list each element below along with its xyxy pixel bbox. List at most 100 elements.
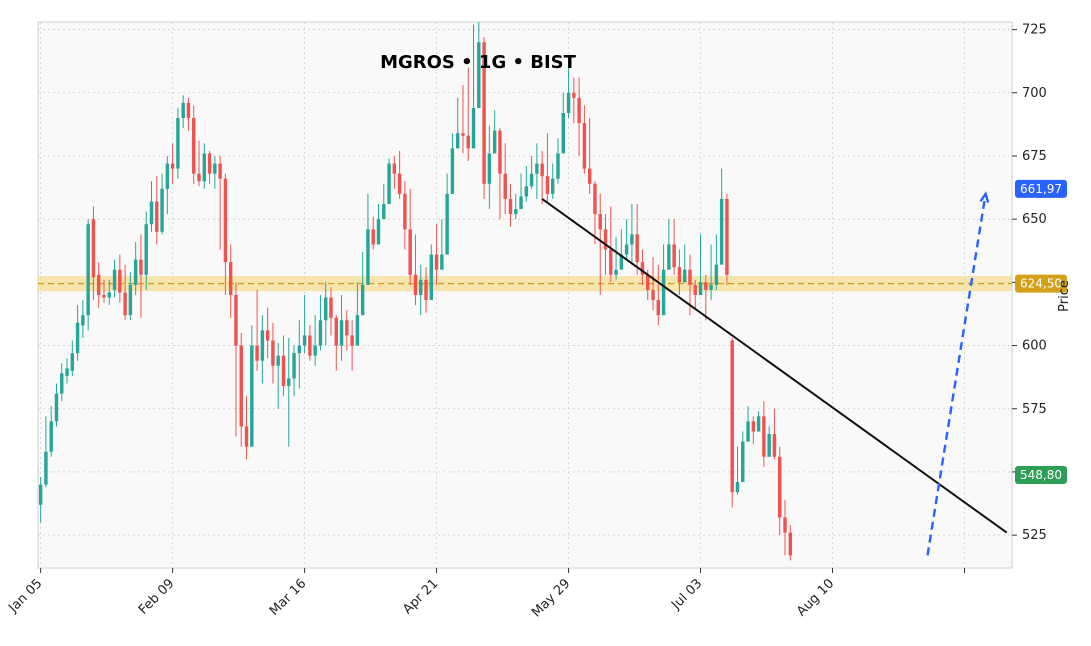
candle-body (376, 219, 381, 245)
candle-body (719, 198, 724, 265)
candle-body (508, 198, 513, 215)
candle-body (176, 118, 180, 169)
y-tick-label: 675 (1022, 149, 1047, 164)
y-tick-label: 725 (1022, 23, 1047, 38)
candle-body (619, 254, 624, 270)
candle-body (292, 353, 296, 379)
price-badge-text: 548,80 (1020, 468, 1062, 482)
candle-body (228, 262, 233, 295)
candle-body (202, 153, 207, 182)
price-badge-text: 624,50 (1020, 277, 1062, 291)
candle-body (429, 254, 434, 301)
candle-body (614, 269, 618, 275)
candle-body (482, 42, 486, 184)
candle-body (355, 315, 360, 346)
candle-body (492, 130, 497, 154)
candle-body (419, 279, 423, 295)
candle-body (339, 320, 344, 346)
candle-body (65, 368, 69, 376)
candle-body (693, 284, 697, 295)
candle-body (545, 176, 550, 194)
candle-body (487, 153, 492, 184)
x-tick-label: Apr 21 (400, 576, 441, 617)
candle-body (281, 355, 286, 386)
chart-title: MGROS • 1G • BIST (380, 52, 577, 73)
price-badge-text: 661,97 (1020, 182, 1062, 196)
candle-body (635, 234, 639, 263)
candle-body (313, 345, 317, 356)
candle-body (609, 249, 613, 275)
y-tick-label: 525 (1022, 528, 1047, 543)
x-tick-label: Feb 09 (136, 576, 178, 618)
candle-body (704, 282, 708, 290)
y-tick-label: 600 (1022, 339, 1047, 354)
annotation-lines (541, 191, 1008, 556)
candle-body (730, 340, 734, 493)
candle-body (741, 441, 745, 483)
y-tick-label: 700 (1022, 86, 1047, 101)
candle-body (86, 224, 90, 316)
candle-body (102, 295, 106, 298)
candle-body (91, 219, 96, 278)
candle-body (170, 163, 175, 169)
candle-body (535, 163, 539, 174)
candle-body (434, 254, 439, 270)
candle-body (667, 244, 671, 270)
candle-body (107, 292, 111, 298)
candle-body (165, 163, 170, 189)
candle-body (329, 297, 333, 318)
projection-arrow-line (926, 193, 987, 556)
candle-body (783, 517, 787, 533)
candle-body (519, 196, 523, 210)
candle-body (498, 130, 502, 174)
candle-body (255, 345, 259, 361)
candle-body (112, 269, 117, 290)
candle-body (524, 186, 529, 197)
price-badge (1015, 465, 1067, 484)
candle-body (75, 322, 80, 354)
support-zone (38, 276, 1012, 292)
candle-body (746, 421, 750, 442)
y-axis-title: Price (1057, 280, 1072, 312)
candle-body (651, 289, 655, 301)
x-tick-label: Jul 03 (668, 576, 705, 613)
candle-body (155, 201, 159, 232)
candle-body (271, 340, 275, 366)
candle-body (767, 434, 771, 457)
candle-body (646, 274, 650, 290)
candle-body (366, 229, 370, 285)
projection-arrow-head (979, 191, 990, 203)
candle-body (698, 282, 703, 295)
candle-body (413, 274, 418, 295)
candle-body (656, 300, 661, 316)
candle-body (682, 269, 687, 283)
candle-body (540, 163, 544, 177)
candle-body (265, 330, 270, 341)
candle-body (96, 274, 101, 295)
x-axis: Jan 05 Feb 09 Mar 16 Apr 21 May 29 Jul 03 Aug … (5, 568, 965, 620)
candle-body (144, 224, 148, 275)
x-tick-label: May 29 (529, 576, 573, 620)
candle-body (118, 269, 122, 293)
candle-body (461, 133, 465, 136)
candle-body (308, 335, 312, 356)
candle-body (234, 295, 238, 346)
candle-body (392, 163, 397, 174)
candle-body (640, 262, 645, 275)
candle-body (556, 153, 560, 179)
candle-body (762, 416, 766, 457)
candle-body (239, 345, 243, 427)
x-tick-label: Jan 05 (5, 576, 45, 616)
candle-body (714, 264, 719, 285)
candle-body (276, 355, 280, 366)
candle-body (218, 163, 222, 179)
candle-body (561, 113, 565, 154)
candle-body (371, 229, 375, 245)
grid (38, 22, 1012, 568)
candle-body (70, 353, 75, 371)
candle-body (503, 173, 507, 199)
candle-body (661, 269, 666, 316)
candles (38, 22, 792, 561)
candle-body (677, 267, 682, 283)
candle-body (323, 297, 328, 321)
